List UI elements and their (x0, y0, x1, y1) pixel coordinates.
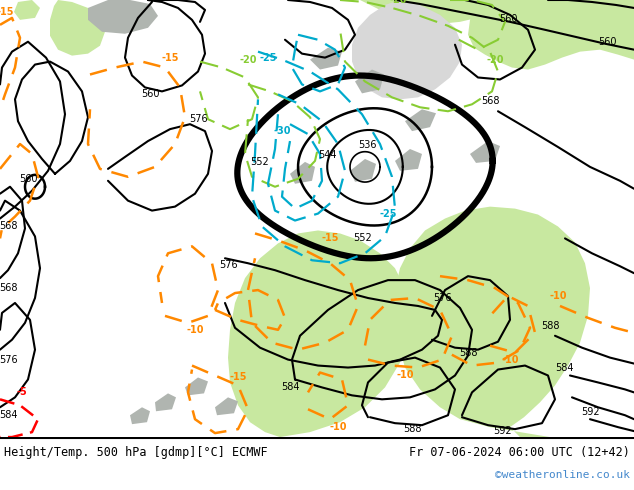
Text: 560: 560 (19, 174, 37, 184)
Text: 552: 552 (250, 157, 269, 167)
Polygon shape (290, 162, 315, 184)
Text: 588: 588 (459, 347, 477, 358)
Polygon shape (405, 109, 436, 131)
Text: -20: -20 (389, 0, 407, 5)
Text: 552: 552 (354, 233, 372, 244)
Text: Height/Temp. 500 hPa [gdmp][°C] ECMWF: Height/Temp. 500 hPa [gdmp][°C] ECMWF (4, 445, 268, 459)
Text: 544: 544 (313, 0, 331, 2)
Text: 592: 592 (493, 426, 511, 436)
Text: 552: 552 (169, 0, 188, 2)
Text: 584: 584 (555, 363, 573, 372)
Polygon shape (350, 159, 376, 182)
Text: 560: 560 (598, 37, 616, 47)
Text: -15: -15 (161, 52, 179, 63)
Polygon shape (130, 407, 150, 424)
Polygon shape (50, 0, 105, 56)
Text: 560: 560 (499, 14, 517, 24)
Polygon shape (310, 48, 342, 70)
Text: -25: -25 (259, 52, 277, 63)
Text: 560: 560 (141, 89, 159, 99)
Text: -5: -5 (16, 388, 27, 397)
Polygon shape (14, 0, 40, 20)
Text: 584: 584 (0, 410, 17, 420)
Text: 592: 592 (581, 407, 599, 417)
Polygon shape (88, 0, 158, 34)
Text: -15: -15 (321, 233, 339, 244)
Text: Fr 07-06-2024 06:00 UTC (12+42): Fr 07-06-2024 06:00 UTC (12+42) (409, 445, 630, 459)
Polygon shape (215, 397, 238, 415)
Polygon shape (155, 393, 176, 411)
Text: 576: 576 (0, 355, 17, 365)
Text: 552: 552 (555, 0, 574, 2)
Text: -10: -10 (501, 355, 519, 365)
Text: 544: 544 (318, 150, 336, 160)
Text: -10: -10 (396, 370, 414, 381)
Text: 588: 588 (541, 321, 559, 331)
Text: -20: -20 (239, 54, 257, 65)
Text: 576: 576 (432, 293, 451, 303)
Polygon shape (355, 70, 384, 94)
Text: 588: 588 (403, 424, 421, 434)
Polygon shape (395, 149, 422, 171)
Text: -10: -10 (329, 422, 347, 432)
Text: 576: 576 (219, 260, 237, 270)
Text: 576: 576 (189, 114, 207, 124)
Text: -10: -10 (549, 291, 567, 301)
Text: 568: 568 (0, 283, 17, 293)
Polygon shape (228, 230, 410, 437)
Polygon shape (352, 0, 462, 99)
Polygon shape (468, 0, 634, 70)
Text: 568: 568 (0, 221, 17, 231)
Text: -30: -30 (273, 126, 291, 136)
Text: 536: 536 (358, 140, 376, 150)
Text: -25: -25 (379, 209, 397, 219)
Text: 584: 584 (281, 382, 299, 392)
Polygon shape (360, 0, 634, 437)
Text: -15: -15 (230, 372, 247, 383)
Polygon shape (185, 377, 208, 395)
Polygon shape (470, 141, 500, 163)
Text: 568: 568 (481, 97, 499, 106)
Text: ©weatheronline.co.uk: ©weatheronline.co.uk (495, 470, 630, 480)
Text: -10: -10 (186, 325, 204, 335)
Text: -20: -20 (486, 54, 504, 65)
Text: -15: -15 (0, 7, 14, 17)
